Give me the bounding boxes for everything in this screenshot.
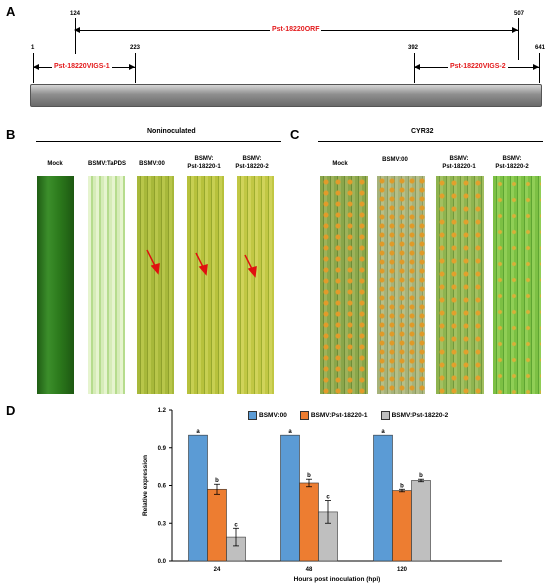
x-tick-label: 48 [306,567,313,573]
significance-letter: a [288,429,292,435]
leaf-label-c-mock: Mock [332,161,348,167]
panel-a-label: A [6,4,16,19]
leaf-b-tapds [88,176,125,394]
pos-124-label: 124 [70,11,81,17]
significance-letter: c [326,495,330,501]
pos-124-tick [75,18,76,54]
bar [280,434,300,562]
leaf-b-pst2 [237,176,274,394]
legend-swatch-pst1 [299,411,309,420]
y-tick-label: 0.0 [158,559,167,565]
significance-letter: b [307,473,311,479]
significance-letter: b [419,473,423,479]
leaf-label-c-bsmv00: BSMV:00 [382,157,408,163]
leaf-label-c-pst1: BSMV: Pst-18220-1 [442,156,476,170]
x-tick-label: 24 [214,567,221,573]
panel-c-label: C [290,127,300,142]
gene-bar [30,84,542,107]
vigs2-label: Pst-18220VIGS-2 [448,63,508,70]
y-tick-label: 1.2 [158,408,167,414]
leaf-c-pst1 [436,176,484,394]
vigs1-arrow-right-head [129,64,135,70]
pos-223-tick [135,53,136,83]
leaf-b-mock [37,176,74,394]
significance-letter: b [400,483,404,489]
x-tick-label: 120 [397,567,408,573]
leaf-label-b-pst1: BSMV: Pst-18220-1 [187,156,221,170]
y-tick-label: 0.9 [158,446,167,452]
vigs2-arrow-right-head [533,64,539,70]
orf-arrow-right-head [512,27,518,33]
leaf-c-pst2 [493,176,541,394]
legend-label-pst2: BSMV:Pst-18220-2 [391,412,449,419]
vigs1-label: Pst-18220VIGS-1 [52,63,112,70]
panel-b-title-rule [36,141,281,142]
red-arrowhead-bsmv00 [150,262,160,275]
pos-223-label: 223 [130,45,141,51]
legend-item-bsmv00: BSMV:00 [248,411,287,420]
red-arrowhead-pst2 [247,265,257,278]
legend-swatch-bsmv00 [248,411,257,420]
bar [373,434,393,562]
legend-item-pst1: BSMV:Pst-18220-1 [299,411,368,420]
bar [207,488,227,562]
leaf-label-b-tapds: BSMV:TaPDS [88,161,126,167]
leaf-label-b-mock: Mock [47,161,63,167]
y-axis-label: Relative expression [142,455,149,516]
y-tick-label: 0.3 [158,521,167,527]
bar [188,434,208,562]
panel-d-label: D [6,403,16,418]
red-arrowhead-pst1 [198,263,208,276]
leaf-b-bsmv00 [137,176,174,394]
bar [411,480,431,562]
panel-c-title: CYR32 [411,128,434,135]
leaf-b-pst1 [187,176,224,394]
pos-641-label: 641 [535,45,546,51]
leaf-label-b-pst2: BSMV: Pst-18220-2 [235,156,269,170]
orf-arrow-left-head [74,27,80,33]
orf-label: Pst-18220ORF [270,26,322,33]
x-axis-label: Hours post inoculation (hpi) [294,576,381,583]
leaf-label-c-pst2: BSMV: Pst-18220-2 [495,156,529,170]
bar [299,482,319,562]
pos-507-tick [518,18,519,60]
significance-letter: a [196,429,200,435]
panel-c-title-rule [318,141,543,142]
pos-392-label: 392 [408,45,419,51]
vigs1-arrow-left-head [33,64,39,70]
significance-letter: c [234,522,238,528]
significance-letter: b [215,478,219,484]
bar [392,490,412,562]
leaf-c-mock [320,176,368,394]
pos-1-label: 1 [31,45,35,51]
pos-507-label: 507 [514,11,525,17]
legend-label-bsmv00: BSMV:00 [259,412,287,419]
vigs2-arrow-left-head [414,64,420,70]
panel-b-label: B [6,127,16,142]
chart-labels: 0.0 0.3 0.6 0.9 1.2 Relative expression Hours … [142,408,423,583]
legend-label-pst1: BSMV:Pst-18220-1 [310,412,368,419]
significance-letter: a [381,429,385,435]
legend-swatch-pst2 [380,411,390,420]
chart-bars [188,434,431,562]
legend: BSMV:00 BSMV:Pst-18220-1 BSMV:Pst-18220-… [248,411,448,420]
panel-b-title: Noninoculated [147,128,196,135]
leaf-label-b-bsmv00: BSMV:00 [139,161,165,167]
pos-641-tick [539,53,540,83]
y-tick-label: 0.6 [158,484,167,490]
leaf-c-bsmv00 [377,176,425,394]
legend-item-pst2: BSMV:Pst-18220-2 [380,411,449,420]
